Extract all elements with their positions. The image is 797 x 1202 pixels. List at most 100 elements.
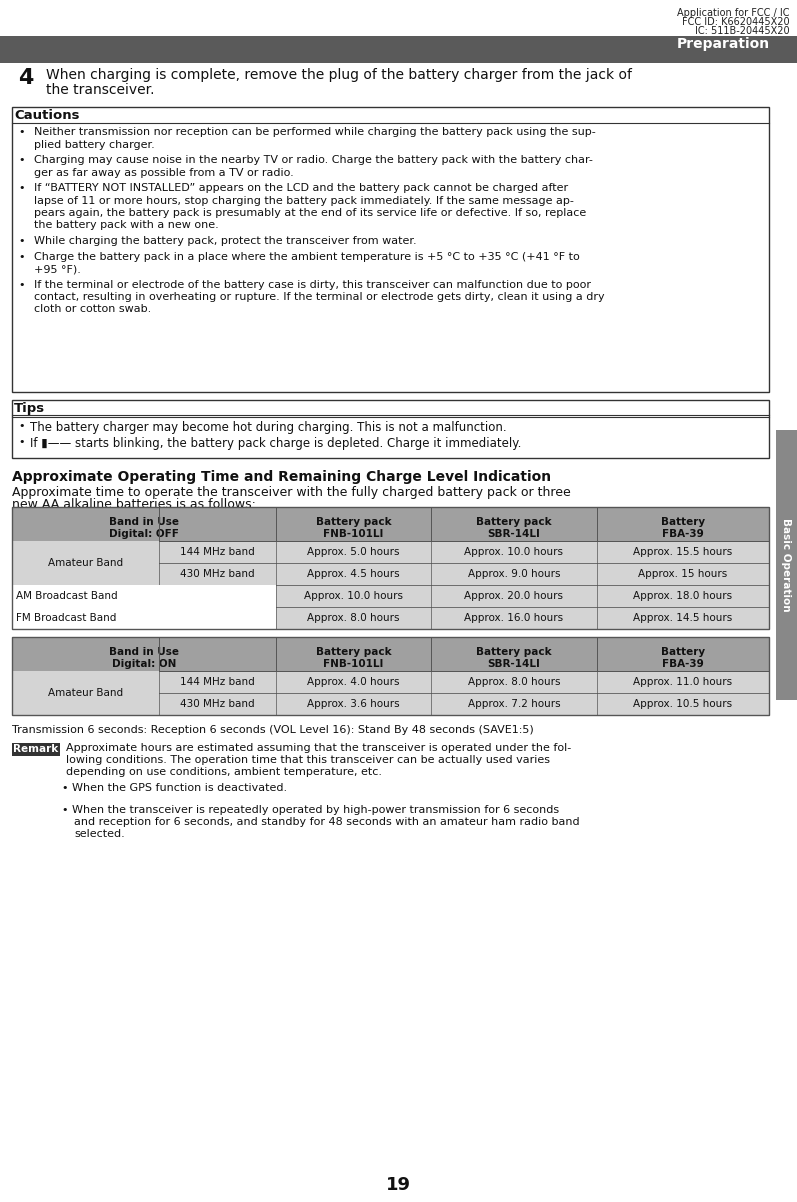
Bar [12, 507, 769, 629]
Text: Approx. 7.2 hours: Approx. 7.2 hours [468, 700, 560, 709]
Text: Preparation: Preparation [677, 37, 770, 50]
Bar [12, 541, 769, 563]
Bar [12, 507, 769, 541]
Text: Transmission 6 seconds: Reception 6 seconds (VOL Level 16): Stand By 48 seconds : Transmission 6 seconds: Reception 6 seco… [12, 725, 534, 734]
Text: and reception for 6 seconds, and standby for 48 seconds with an amateur ham radi: and reception for 6 seconds, and standby… [74, 817, 579, 827]
Text: Approx. 10.0 hours: Approx. 10.0 hours [304, 591, 403, 601]
Text: AM Broadcast Band: AM Broadcast Band [16, 591, 118, 601]
Text: 430 MHz band: 430 MHz band [180, 700, 255, 709]
Text: Cautions: Cautions [14, 109, 80, 121]
Text: While charging the battery pack, protect the transceiver from water.: While charging the battery pack, protect… [34, 236, 417, 246]
Text: cloth or cotton swab.: cloth or cotton swab. [34, 304, 151, 315]
Text: Approximate time to operate the transceiver with the fully charged battery pack : Approximate time to operate the transcei… [12, 486, 571, 499]
Text: Approx. 8.0 hours: Approx. 8.0 hours [308, 613, 400, 623]
Text: Approx. 14.5 hours: Approx. 14.5 hours [634, 613, 732, 623]
Text: If “BATTERY NOT INSTALLED” appears on the LCD and the battery pack cannot be cha: If “BATTERY NOT INSTALLED” appears on th… [34, 183, 568, 194]
Text: lapse of 11 or more hours, stop charging the battery pack immediately. If the sa: lapse of 11 or more hours, stop charging… [34, 196, 574, 206]
Text: Approx. 8.0 hours: Approx. 8.0 hours [468, 677, 560, 688]
Text: • When the GPS function is deactivated.: • When the GPS function is deactivated. [62, 783, 287, 793]
Bar [12, 637, 769, 671]
Bar [12, 671, 159, 715]
Bar [12, 607, 769, 629]
Text: Charge the battery pack in a place where the ambient temperature is +5 °C to +35: Charge the battery pack in a place where… [34, 251, 579, 262]
Text: depending on use conditions, ambient temperature, etc.: depending on use conditions, ambient tem… [66, 767, 382, 776]
Text: 144 MHz band: 144 MHz band [180, 547, 255, 557]
Text: The battery charger may become hot during charging. This is not a malfunction.: The battery charger may become hot durin… [30, 421, 507, 434]
Text: Basic Operation: Basic Operation [782, 518, 791, 612]
Text: the transceiver.: the transceiver. [46, 83, 155, 97]
Text: Approx. 20.0 hours: Approx. 20.0 hours [465, 591, 563, 601]
Text: Approximate Operating Time and Remaining Charge Level Indication: Approximate Operating Time and Remaining… [12, 470, 551, 484]
Text: Battery pack
SBR-14LI: Battery pack SBR-14LI [476, 517, 552, 540]
Text: Charging may cause noise in the nearby TV or radio. Charge the battery pack with: Charging may cause noise in the nearby T… [34, 155, 593, 165]
Text: Approx. 9.0 hours: Approx. 9.0 hours [468, 569, 560, 579]
Text: •: • [18, 421, 25, 432]
Text: lowing conditions. The operation time that this transceiver can be actually used: lowing conditions. The operation time th… [66, 755, 550, 764]
Text: Battery pack
FNB-101LI: Battery pack FNB-101LI [316, 517, 391, 540]
Text: Amateur Band: Amateur Band [48, 558, 123, 569]
Text: Band in Use
Digital: OFF: Band in Use Digital: OFF [109, 517, 179, 540]
Text: Tips: Tips [14, 401, 45, 415]
Text: Battery
FBA-39: Battery FBA-39 [661, 517, 705, 540]
Text: •: • [18, 280, 25, 290]
Text: •: • [18, 236, 25, 246]
Text: Approx. 11.0 hours: Approx. 11.0 hours [634, 677, 732, 688]
Text: 19: 19 [386, 1176, 411, 1194]
Bar [12, 541, 159, 585]
Text: Application for FCC / IC: Application for FCC / IC [677, 8, 790, 18]
Bar [12, 107, 769, 392]
Text: Approx. 18.0 hours: Approx. 18.0 hours [634, 591, 732, 601]
Text: Approx. 10.5 hours: Approx. 10.5 hours [634, 700, 732, 709]
Text: FCC ID: K6620445X20: FCC ID: K6620445X20 [682, 17, 790, 26]
Bar [0, 36, 797, 63]
Text: +95 °F).: +95 °F). [34, 264, 80, 274]
Text: Approx. 4.0 hours: Approx. 4.0 hours [308, 677, 400, 688]
Text: FM Broadcast Band: FM Broadcast Band [16, 613, 116, 623]
Text: •: • [18, 438, 25, 447]
Text: pears again, the battery pack is presumably at the end of its service life or de: pears again, the battery pack is presuma… [34, 208, 587, 218]
Bar [12, 585, 769, 607]
Text: Approx. 5.0 hours: Approx. 5.0 hours [308, 547, 400, 557]
Text: • When the transceiver is repeatedly operated by high-power transmission for 6 s: • When the transceiver is repeatedly ope… [62, 805, 559, 815]
Bar [12, 585, 276, 607]
Text: •: • [18, 155, 25, 165]
Text: plied battery charger.: plied battery charger. [34, 139, 155, 149]
Text: 144 MHz band: 144 MHz band [180, 677, 255, 688]
Text: Battery pack
FNB-101LI: Battery pack FNB-101LI [316, 647, 391, 670]
Text: •: • [18, 183, 25, 194]
Text: Neither transmission nor reception can be performed while charging the battery p: Neither transmission nor reception can b… [34, 127, 595, 137]
Text: If the terminal or electrode of the battery case is dirty, this transceiver can : If the terminal or electrode of the batt… [34, 280, 591, 290]
Text: Approx. 4.5 hours: Approx. 4.5 hours [307, 569, 400, 579]
Text: selected.: selected. [74, 829, 125, 839]
Text: Amateur Band: Amateur Band [48, 688, 123, 698]
Bar [12, 694, 769, 715]
Text: Remark: Remark [14, 744, 59, 755]
Text: Battery pack
SBR-14LI: Battery pack SBR-14LI [476, 647, 552, 670]
Text: When charging is complete, remove the plug of the battery charger from the jack : When charging is complete, remove the pl… [46, 69, 632, 82]
Text: new AA alkaline batteries is as follows:: new AA alkaline batteries is as follows: [12, 498, 256, 511]
Text: 4: 4 [18, 69, 33, 88]
Text: Approx. 10.0 hours: Approx. 10.0 hours [465, 547, 563, 557]
Text: 430 MHz band: 430 MHz band [180, 569, 255, 579]
Text: Approx. 15.5 hours: Approx. 15.5 hours [634, 547, 732, 557]
Text: Band in Use
Digital: ON: Band in Use Digital: ON [109, 647, 179, 670]
Bar [12, 400, 769, 458]
Text: Battery
FBA-39: Battery FBA-39 [661, 647, 705, 670]
Text: ger as far away as possible from a TV or radio.: ger as far away as possible from a TV or… [34, 167, 294, 178]
Bar [776, 430, 797, 700]
Bar [12, 563, 769, 585]
Bar [12, 743, 60, 756]
Text: contact, resulting in overheating or rupture. If the terminal or electrode gets : contact, resulting in overheating or rup… [34, 292, 605, 302]
Bar [12, 607, 276, 629]
Text: If ▮—— starts blinking, the battery pack charge is depleted. Charge it immediate: If ▮—— starts blinking, the battery pack… [30, 438, 521, 450]
Text: the battery pack with a new one.: the battery pack with a new one. [34, 220, 218, 231]
Text: Approximate hours are estimated assuming that the transceiver is operated under : Approximate hours are estimated assuming… [66, 743, 571, 752]
Text: Approx. 3.6 hours: Approx. 3.6 hours [307, 700, 400, 709]
Text: Approx. 16.0 hours: Approx. 16.0 hours [465, 613, 563, 623]
Text: Approx. 15 hours: Approx. 15 hours [638, 569, 728, 579]
Bar [12, 671, 769, 694]
Text: •: • [18, 127, 25, 137]
Text: IC: 511B-20445X20: IC: 511B-20445X20 [695, 26, 790, 36]
Text: •: • [18, 251, 25, 262]
Bar [12, 637, 769, 715]
